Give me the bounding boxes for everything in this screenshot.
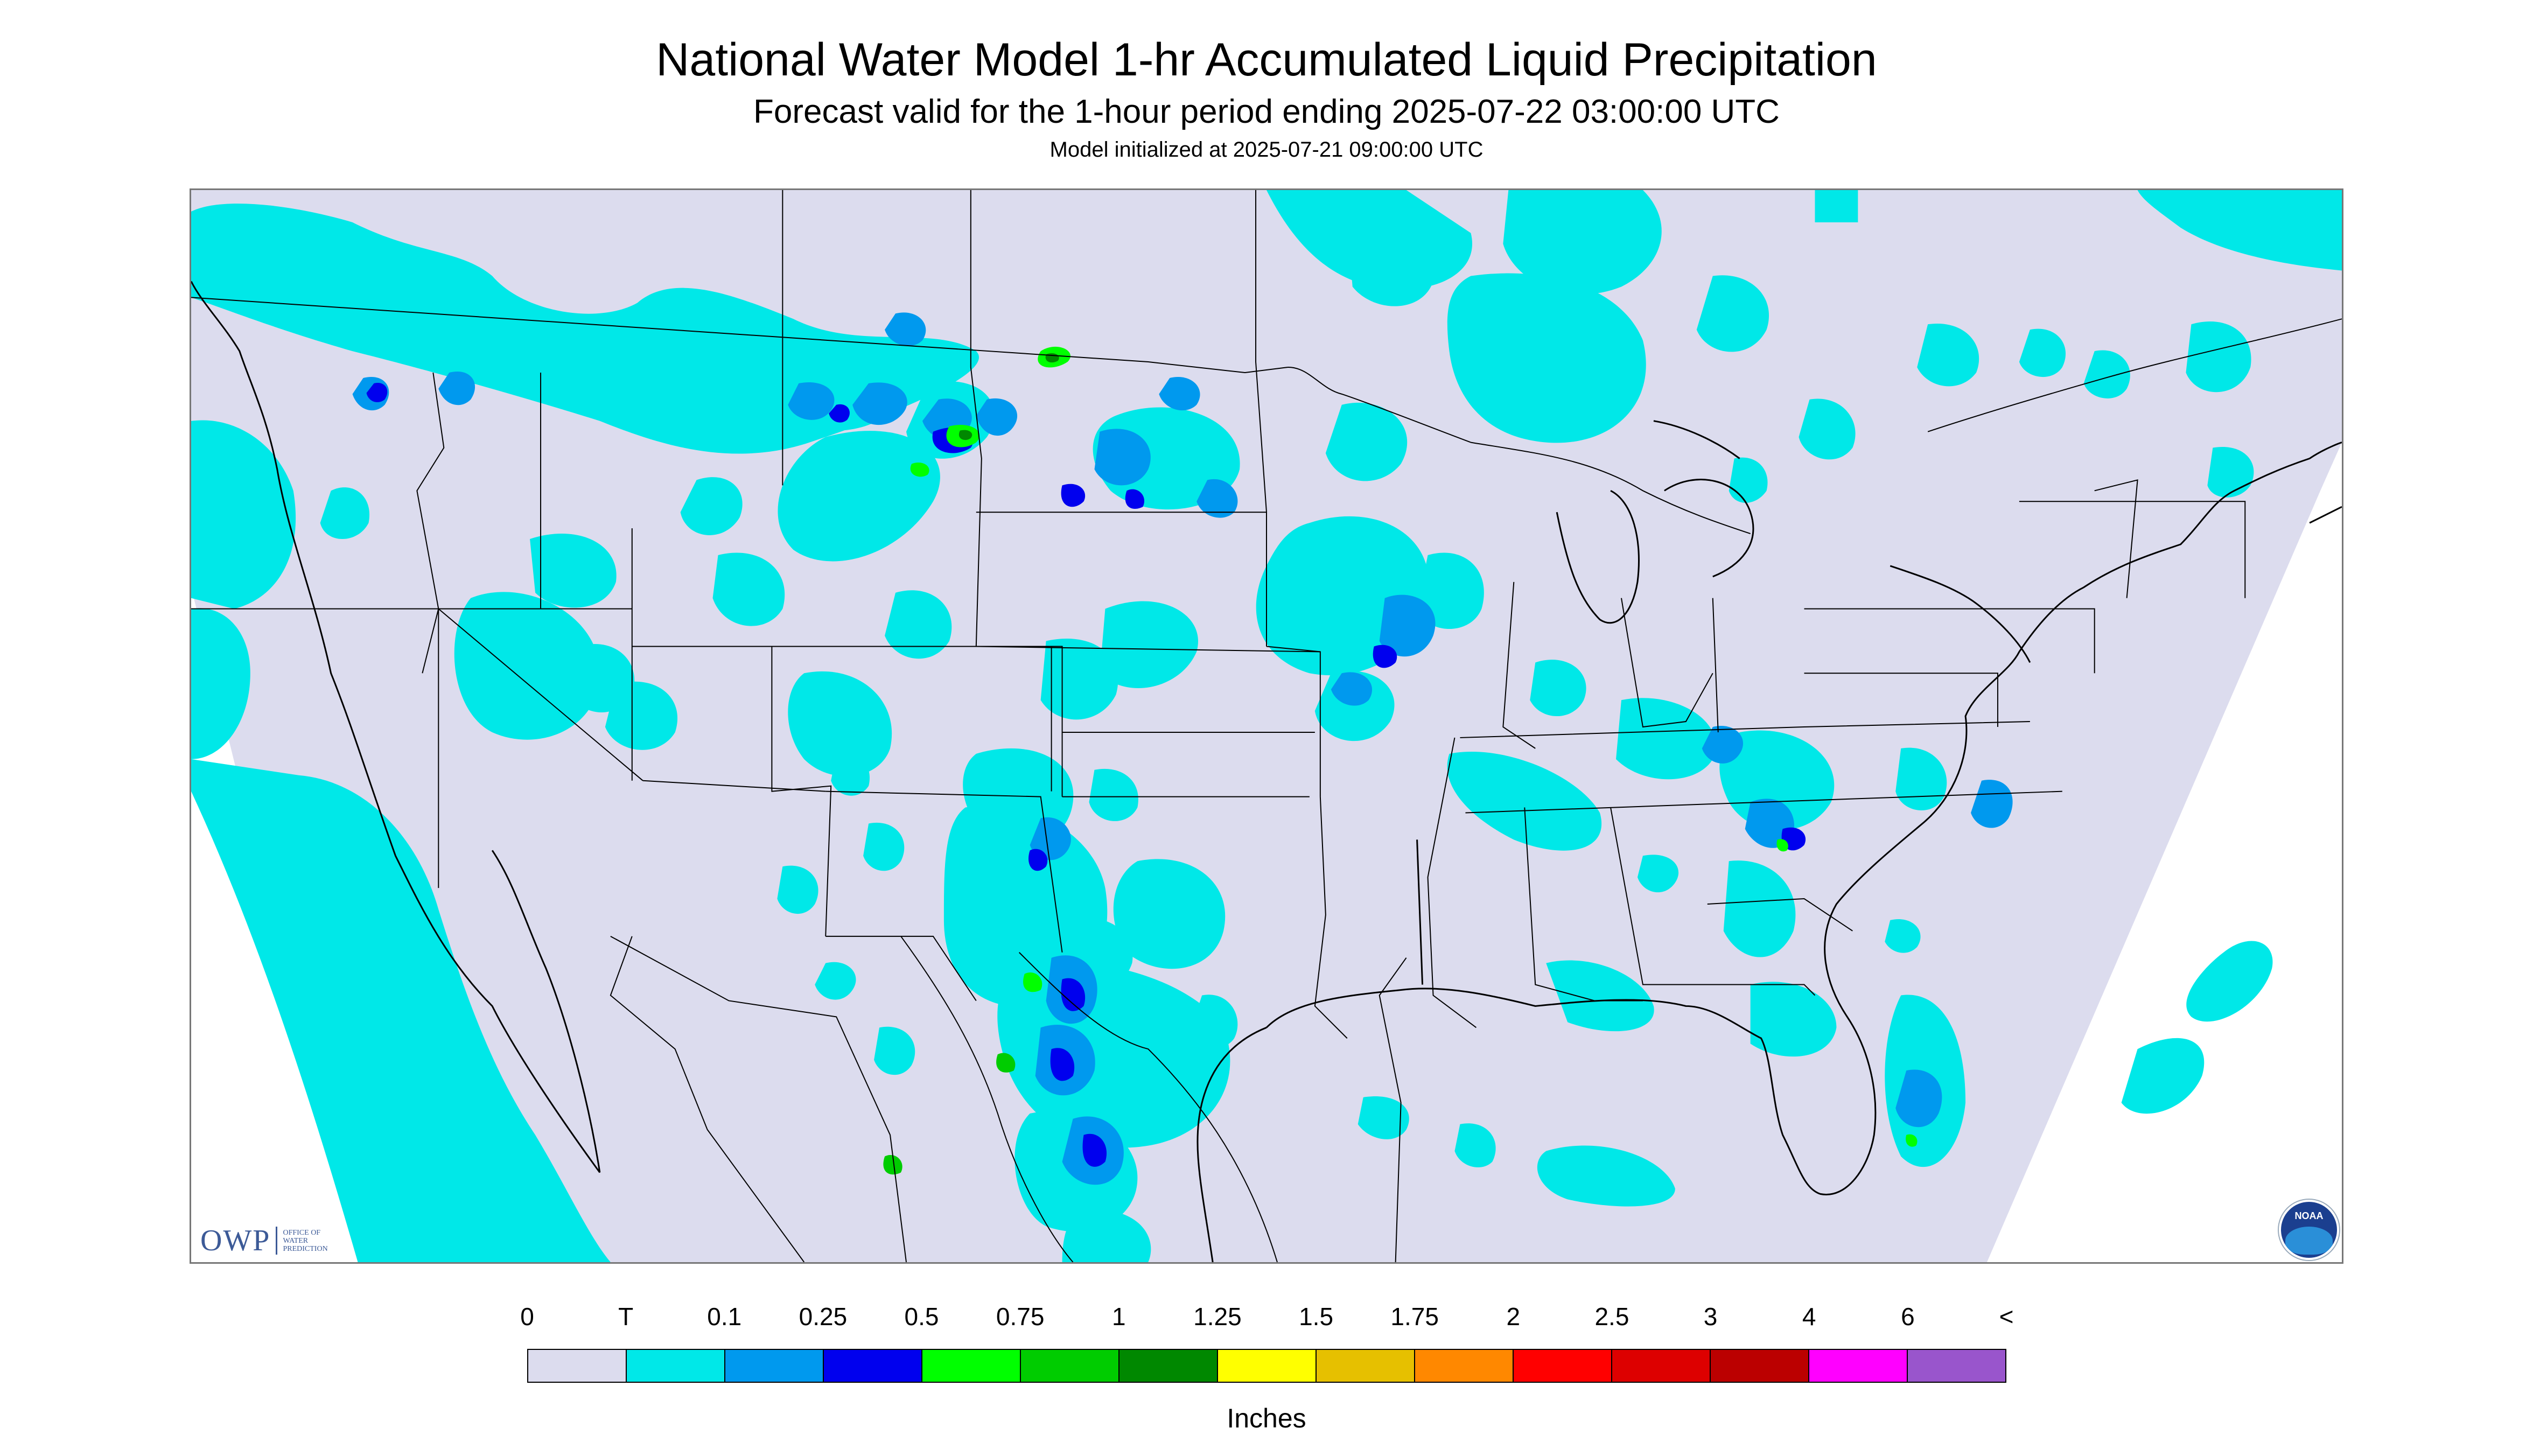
noaa-bird-icon [2285,1227,2333,1255]
map-title: National Water Model 1-hr Accumulated Li… [656,34,1877,86]
legend-swatch [1415,1350,1514,1382]
legend-tick-label: 0.75 [996,1303,1045,1331]
legend-swatch [1612,1350,1711,1382]
legend-tick-label: 1.5 [1299,1303,1334,1331]
outside-domain-right [1986,442,2342,1262]
legend-swatch [1317,1350,1415,1382]
legend-swatch [1809,1350,1908,1382]
legend-swatch [824,1350,922,1382]
noaa-logo: NOAA [2279,1200,2339,1260]
legend-tick-label: T [618,1303,634,1331]
legend-tick-label: 1.75 [1390,1303,1439,1331]
owp-sub-line: OFFICE OF [283,1228,321,1237]
legend-swatch [528,1350,627,1382]
legend-swatch [1021,1350,1119,1382]
owp-logo: OWP OFFICE OF WATER PREDICTION [200,1224,328,1257]
owp-sub-line: PREDICTION [283,1244,328,1253]
legend-tick-label: 0.1 [707,1303,742,1331]
legend-tick-label: 2 [1506,1303,1521,1331]
legend-color-bar [527,1349,2006,1383]
precip-0.1 [352,312,2013,1185]
map-canvas [191,190,2342,1262]
legend-tick-label: 0.25 [799,1303,848,1331]
legend-tick-label: 6 [1901,1303,1915,1331]
legend-swatch [1119,1350,1218,1382]
owp-logo-subtext: OFFICE OF WATER PREDICTION [283,1229,327,1253]
noaa-logo-text: NOAA [2294,1210,2324,1221]
legend-swatch [1218,1350,1317,1382]
legend-swatch [627,1350,725,1382]
legend-tick-label: 0 [520,1303,534,1331]
legend-swatch [1514,1350,1612,1382]
legend-tick-label: < [1999,1303,2014,1331]
legend-tick-label: 2.5 [1594,1303,1629,1331]
political-boundaries [191,190,2342,1262]
legend-units: Inches [1227,1403,1306,1433]
outside-domain-left-corner [191,587,358,1262]
map-subtitle: Forecast valid for the 1-hour period end… [753,93,1780,130]
legend-tick-label: 4 [1802,1303,1816,1331]
legend-swatch [725,1350,824,1382]
legend-tick-label: 1 [1112,1303,1126,1331]
legend-swatch [922,1350,1021,1382]
legend-tick-labels: 0 T 0.1 0.25 0.5 0.75 1 1.25 1.5 1.75 2 2.5 3 4 6 < [0,1302,2533,1334]
legend-tick-label: 0.5 [904,1303,939,1331]
precip-trace [191,190,2342,1262]
coastline [191,281,2342,1262]
legend-swatch [1711,1350,1809,1382]
owp-logo-text: OWP [200,1224,271,1257]
legend-tick-label: 1.25 [1193,1303,1242,1331]
legend-swatch [1908,1350,2005,1382]
owp-logo-divider [276,1227,278,1255]
precip-0.5-plus [883,346,1918,1175]
legend-tick-label: 3 [1703,1303,1718,1331]
precipitation-map [190,188,2343,1264]
owp-sub-line: WATER [283,1236,309,1245]
model-init-text: Model initialized at 2025-07-21 09:00:00… [1049,138,1484,162]
